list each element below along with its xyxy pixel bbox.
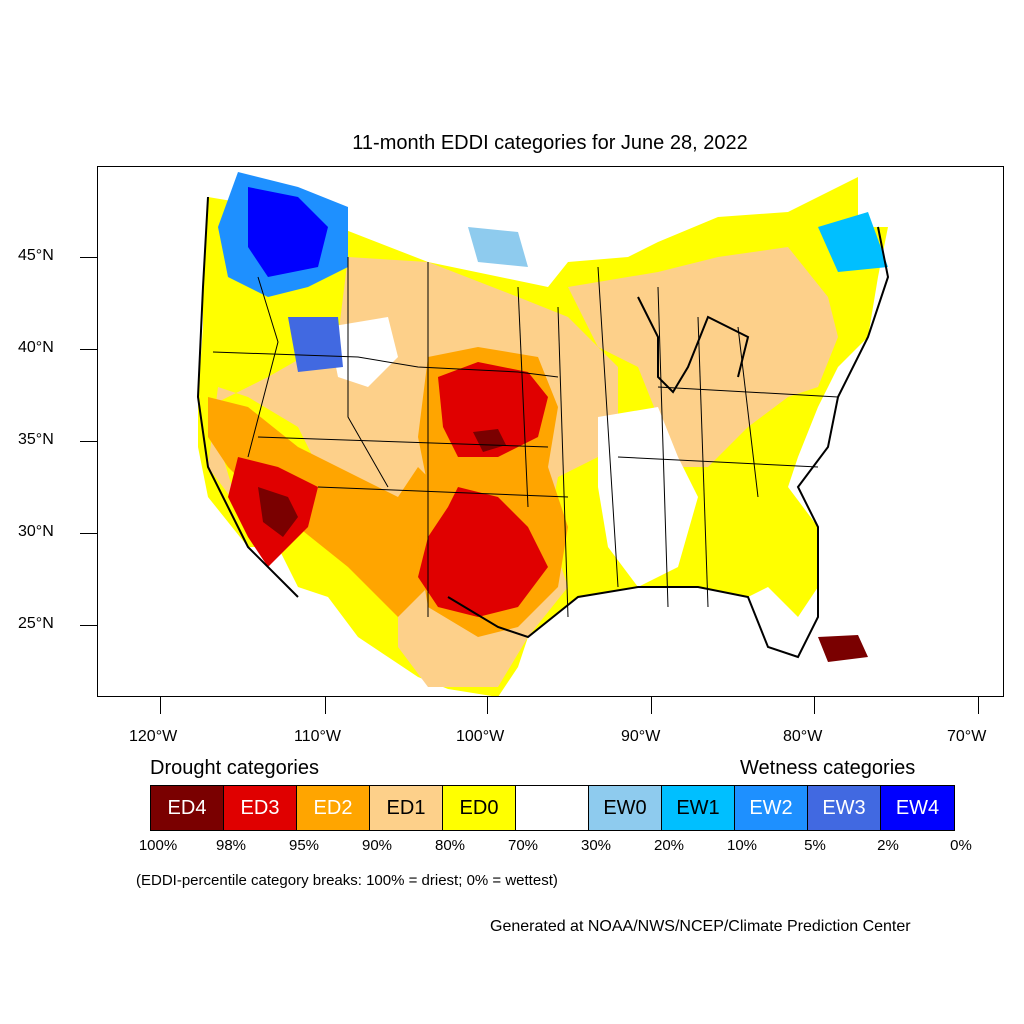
ed4-caribbean-region xyxy=(818,635,868,662)
ed3-plains-region xyxy=(438,362,548,457)
lon-label-100w: 100°W xyxy=(456,728,505,745)
eddi-map-graphic xyxy=(196,172,890,696)
ed1-east-region xyxy=(568,247,838,467)
lon-tick xyxy=(814,697,815,714)
legend-box-ew4: EW4 xyxy=(881,786,954,830)
legend-box-ed4: ED4 xyxy=(151,786,224,830)
lat-label-25n: 25°N xyxy=(18,615,54,632)
map-title: 11-month EDDI categories for June 28, 20… xyxy=(352,132,748,154)
lon-tick xyxy=(651,697,652,714)
legend-box-ed1: ED1 xyxy=(370,786,443,830)
lat-label-45n: 45°N xyxy=(18,247,54,264)
percent-break-label: 2% xyxy=(877,837,899,854)
percent-break-label: 90% xyxy=(361,837,393,854)
lat-label-35n: 35°N xyxy=(18,431,54,448)
lat-tick xyxy=(80,349,97,350)
legend-box-ew2: EW2 xyxy=(735,786,808,830)
state-borders xyxy=(212,257,839,618)
lon-label-120w: 120°W xyxy=(129,728,178,745)
legend-box-ed2: ED2 xyxy=(297,786,370,830)
lat-label-40n: 40°N xyxy=(18,339,54,356)
eddi-map xyxy=(97,166,1004,697)
near-normal-midwest-region xyxy=(598,407,698,587)
wetness-categories-heading: Wetness categories xyxy=(740,757,916,779)
lat-tick xyxy=(80,533,97,534)
percent-break-label: 20% xyxy=(653,837,685,854)
percent-break-label: 80% xyxy=(434,837,466,854)
legend-box-ed3: ED3 xyxy=(224,786,297,830)
ew-idaho-region xyxy=(288,317,343,372)
percent-break-label: 100% xyxy=(138,837,178,854)
lat-tick xyxy=(80,441,97,442)
ed3-texas-region xyxy=(418,487,548,617)
category-legend-bar: ED4 ED3 ED2 ED1 ED0 EW0 EW1 EW2 EW3 EW4 xyxy=(150,785,955,831)
lat-tick xyxy=(80,257,97,258)
percent-break-label: 5% xyxy=(804,837,826,854)
lon-tick xyxy=(160,697,161,714)
legend-box-ed0: ED0 xyxy=(443,786,516,830)
percent-break-label: 95% xyxy=(288,837,320,854)
coastlines xyxy=(196,196,890,659)
ew-maine-region xyxy=(818,212,888,272)
legend-box-ew0: EW0 xyxy=(589,786,662,830)
percent-break-label: 30% xyxy=(580,837,612,854)
lat-label-30n: 30°N xyxy=(18,523,54,540)
ew4-pacific-northwest-region xyxy=(248,187,328,277)
credit-text: Generated at NOAA/NWS/NCEP/Climate Predi… xyxy=(490,918,911,935)
percent-break-label: 98% xyxy=(215,837,247,854)
lon-tick xyxy=(978,697,979,714)
lon-label-110w: 110°W xyxy=(294,728,342,745)
lon-tick xyxy=(487,697,488,714)
ed2-region xyxy=(208,397,458,617)
ed4-kansas-region xyxy=(473,429,506,452)
legend-box-near-normal xyxy=(516,786,589,830)
percent-break-label: 70% xyxy=(507,837,539,854)
ed4-southwest-region xyxy=(258,487,298,537)
legend-box-ew1: EW1 xyxy=(662,786,735,830)
percent-break-label: 0% xyxy=(950,837,972,854)
near-normal-west-region xyxy=(328,317,398,387)
near-normal-southwest-region xyxy=(208,567,288,667)
lon-label-90w: 90°W xyxy=(621,728,661,745)
percent-break-label: 10% xyxy=(726,837,758,854)
ew-great-lakes-region xyxy=(468,227,528,267)
category-breaks-note: (EDDI-percentile category breaks: 100% =… xyxy=(136,872,558,889)
lat-tick xyxy=(80,625,97,626)
lon-label-80w: 80°W xyxy=(783,728,823,745)
legend-box-ew3: EW3 xyxy=(808,786,881,830)
lon-label-70w: 70°W xyxy=(947,728,987,745)
lon-tick xyxy=(325,697,326,714)
drought-categories-heading: Drought categories xyxy=(150,757,319,779)
